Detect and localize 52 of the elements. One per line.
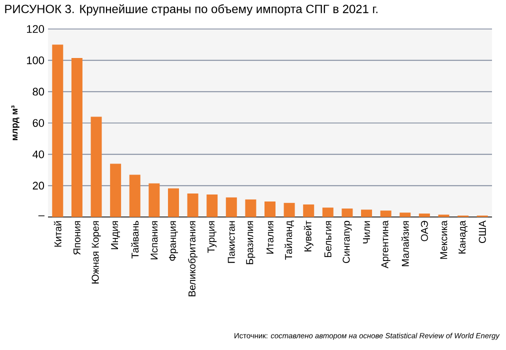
- x-tick-label: Франция: [168, 221, 178, 261]
- x-tick-label: Испания: [150, 221, 158, 260]
- x-tick-label: Турция: [208, 221, 217, 253]
- x-tick-label: США: [478, 220, 486, 243]
- y-axis-title: млрд м³: [11, 106, 20, 140]
- bar: [52, 44, 64, 217]
- bar: [418, 214, 430, 217]
- x-tick-label: Япония: [73, 221, 80, 255]
- bar: [245, 199, 256, 217]
- bar: [400, 212, 411, 217]
- x-tick-label: Италия: [266, 221, 274, 254]
- bar: [380, 210, 392, 217]
- bar: [342, 208, 353, 217]
- bar: [284, 202, 295, 217]
- x-tick-label: Сингапур: [342, 220, 352, 264]
- y-tick-label: 40: [32, 150, 44, 158]
- y-tick-label: –: [38, 215, 44, 216]
- bar: [226, 197, 237, 217]
- x-tick-label: Кувейт: [304, 220, 314, 252]
- y-tick-label: 60: [32, 119, 44, 127]
- y-tick-label: 80: [32, 88, 44, 96]
- x-tick-label: Китай: [54, 221, 62, 247]
- x-tick-label: Пакистан: [228, 221, 235, 263]
- bar: [71, 58, 82, 217]
- x-tick-label: Канада: [458, 220, 468, 254]
- x-tick-label: Южная Корея: [92, 221, 101, 284]
- bar: [148, 183, 160, 217]
- x-tick-label: Индия: [111, 221, 120, 250]
- x-tick-label: Тайвань: [131, 220, 139, 258]
- x-tick-label: Бельгия: [324, 221, 332, 258]
- bar: [322, 208, 334, 217]
- x-tick-label: Мексика: [440, 220, 448, 259]
- y-tick-label: 100: [27, 56, 44, 64]
- bar: [129, 174, 140, 217]
- x-tick-label: Великобритания: [188, 221, 198, 296]
- y-tick-label: 20: [32, 182, 44, 190]
- bar: [168, 188, 179, 217]
- y-tick-label: 120: [27, 25, 44, 33]
- x-tick-label: Чили: [363, 221, 370, 244]
- x-tick-label: Аргентина: [381, 220, 390, 268]
- bar: [303, 204, 314, 217]
- bar: [264, 201, 276, 217]
- bar: [110, 164, 122, 217]
- bar: [187, 194, 198, 217]
- x-tick-label: Тайланд: [284, 220, 294, 260]
- chart-title: РИСУНОК 3. Крупнейшие страны по объему импорта СПГ в 2021 г.: [5, 4, 378, 16]
- x-tick-label: ОАЭ: [420, 220, 428, 242]
- bar: [206, 194, 218, 217]
- x-tick-label: Бразилия: [246, 221, 256, 264]
- bar: [90, 116, 102, 217]
- x-tick-label: Малайзия: [401, 221, 409, 266]
- bar: [361, 210, 372, 217]
